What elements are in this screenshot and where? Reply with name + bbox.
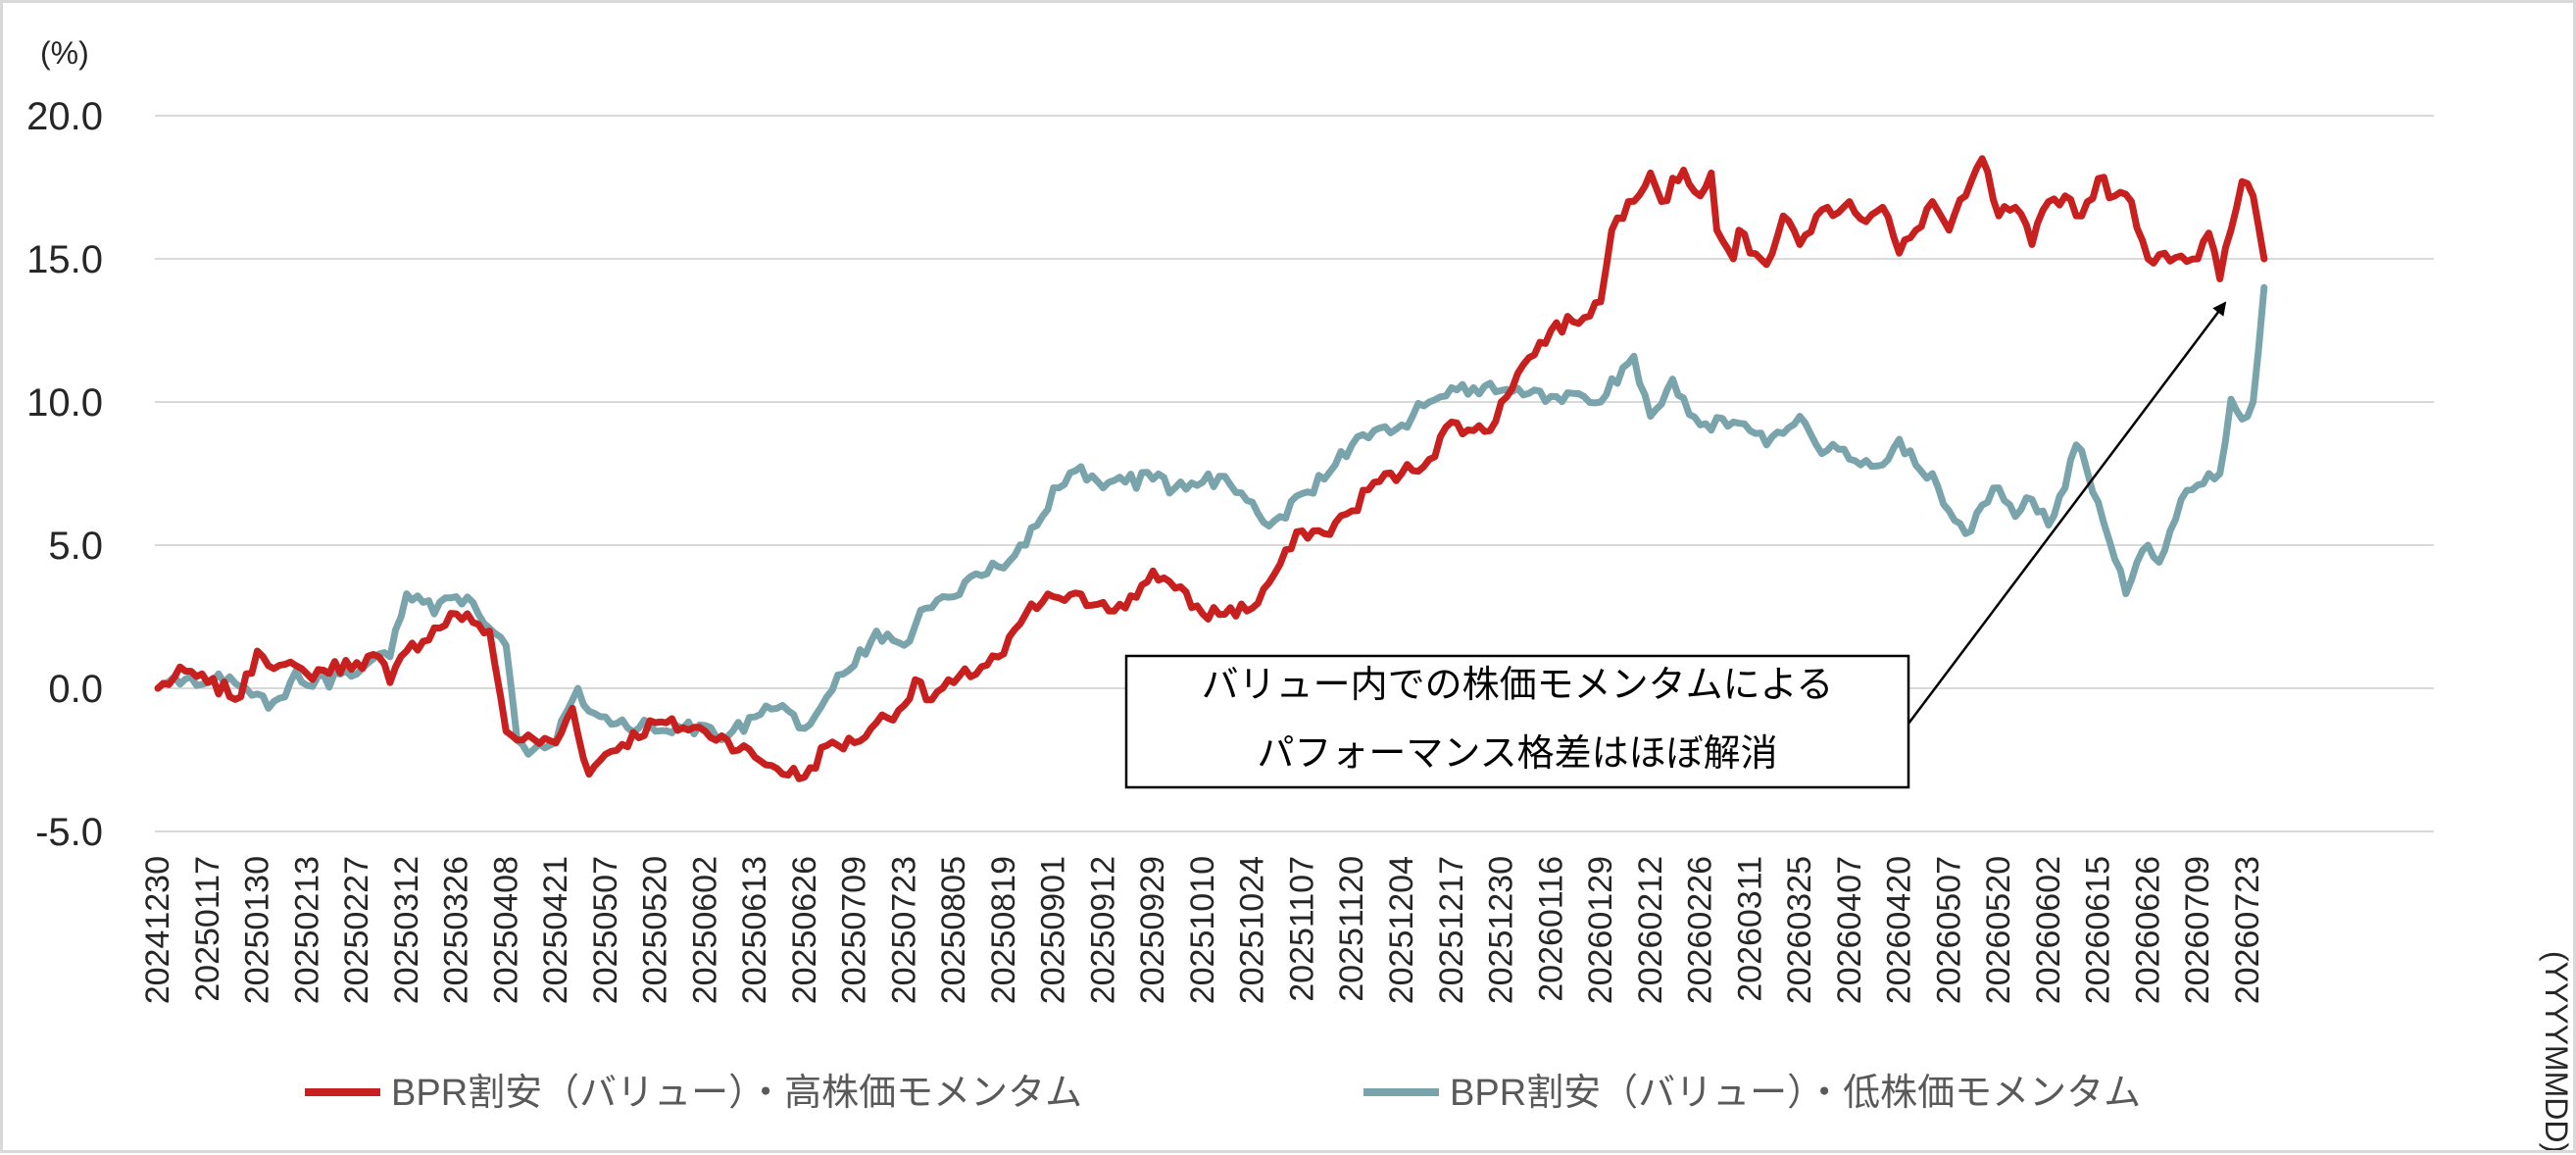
x-tick-label: 20250408 xyxy=(487,856,524,1004)
x-tick-label: 20260116 xyxy=(1532,856,1569,1002)
legend: BPR割安（バリュー）・高株価モメンタム BPR割安（バリュー）・低株価モメンタ… xyxy=(305,1073,2141,1114)
x-tick-label: 20260129 xyxy=(1582,856,1619,1004)
y-tick-label: 20.0 xyxy=(26,95,103,138)
x-axis-ticks: 20241230 20250117 20250130 20250213 20250227… xyxy=(139,856,2266,1004)
x-tick-label: 20250312 xyxy=(388,856,425,1004)
x-tick-label: 20250626 xyxy=(786,856,823,1004)
x-tick-label: 20251204 xyxy=(1383,856,1420,1004)
x-tick-label: 20250929 xyxy=(1134,856,1171,1004)
x-tick-label: 20250227 xyxy=(338,856,375,1004)
legend-label-series-1: BPR割安（バリュー）・低株価モメンタム xyxy=(1450,1073,2141,1114)
annotation-box xyxy=(1124,654,1910,789)
x-tick-label: 20260226 xyxy=(1682,856,1719,1004)
y-axis-ticks: 20.0 15.0 10.0 5.0 0.0 -5.0 xyxy=(26,95,103,854)
x-tick-label: 20260407 xyxy=(1831,856,1868,1004)
x-tick-label: 20250723 xyxy=(885,856,922,1004)
y-tick-label: -5.0 xyxy=(35,811,103,854)
annotation-line-1: バリュー内での株価モメンタムによる xyxy=(1202,665,1834,706)
series-lines xyxy=(154,155,2268,782)
y-tick-label: 0.0 xyxy=(48,668,103,711)
x-tick-label: 20250613 xyxy=(736,856,773,1004)
x-tick-label: 20250326 xyxy=(438,856,475,1004)
x-tick-label: 20260615 xyxy=(2080,856,2117,1004)
x-tick-label: 20250819 xyxy=(985,856,1022,1004)
x-tick-label: 20250602 xyxy=(686,856,723,1004)
annotation-arrow xyxy=(1907,301,2227,725)
x-tick-label: 20260602 xyxy=(2030,856,2067,1004)
series-line-0 xyxy=(154,155,2268,782)
series-line-1 xyxy=(154,283,2268,758)
x-tick-label: 20260723 xyxy=(2229,856,2266,1004)
x-tick-label: 20260212 xyxy=(1632,856,1669,1004)
annotation-line-2: パフォーマンス格差はほぼ解消 xyxy=(1257,733,1777,775)
y-tick-label: 10.0 xyxy=(26,381,103,425)
x-tick-label: 20251010 xyxy=(1184,856,1221,1004)
legend-label-series-0: BPR割安（バリュー）・高株価モメンタム xyxy=(391,1073,1082,1114)
x-tick-label: 20251120 xyxy=(1333,856,1370,1002)
x-tick-label: 20250520 xyxy=(637,856,674,1004)
x-tick-label: 20250421 xyxy=(537,856,574,1004)
x-tick-label: 20260507 xyxy=(1930,856,1967,1004)
x-tick-label: 20250901 xyxy=(1035,856,1072,1004)
line-chart: 20.015.010.05.00.0-5.0 20241230 20250117 2… xyxy=(26,35,2574,1153)
x-axis-unit-label: (YYYYMMDD) xyxy=(2539,951,2573,1150)
x-tick-label: 20251107 xyxy=(1284,856,1321,1002)
x-tick-label: 20250507 xyxy=(587,856,624,1004)
x-tick-label: 20250117 xyxy=(189,856,226,1002)
x-tick-label: 20260709 xyxy=(2179,856,2216,1004)
x-tick-label: 20260420 xyxy=(1881,856,1918,1004)
x-tick-label: 20260626 xyxy=(2129,856,2166,1004)
x-tick-label: 20260325 xyxy=(1781,856,1818,1004)
y-tick-label: 15.0 xyxy=(26,238,103,281)
x-tick-label: 20241230 xyxy=(139,856,176,1004)
x-tick-label: 20250213 xyxy=(288,856,325,1004)
x-tick-label: 20251217 xyxy=(1433,856,1470,1004)
x-tick-label: 20250912 xyxy=(1084,856,1121,1004)
x-tick-label: 20250709 xyxy=(836,856,873,1004)
x-tick-label: 20251230 xyxy=(1483,856,1520,1004)
x-tick-label: 20260311 xyxy=(1731,856,1768,1002)
x-tick-label: 20250130 xyxy=(239,856,276,1004)
x-tick-label: 20250805 xyxy=(935,856,972,1004)
y-tick-label: 5.0 xyxy=(48,525,103,568)
x-tick-label: 20260520 xyxy=(1980,856,2017,1004)
y-axis-unit-label: (%) xyxy=(40,35,89,71)
annotation-callout: バリュー内での株価モメンタムによる パフォーマンス格差はほぼ解消 xyxy=(1124,301,2227,789)
x-tick-label: 20251024 xyxy=(1234,856,1271,1004)
